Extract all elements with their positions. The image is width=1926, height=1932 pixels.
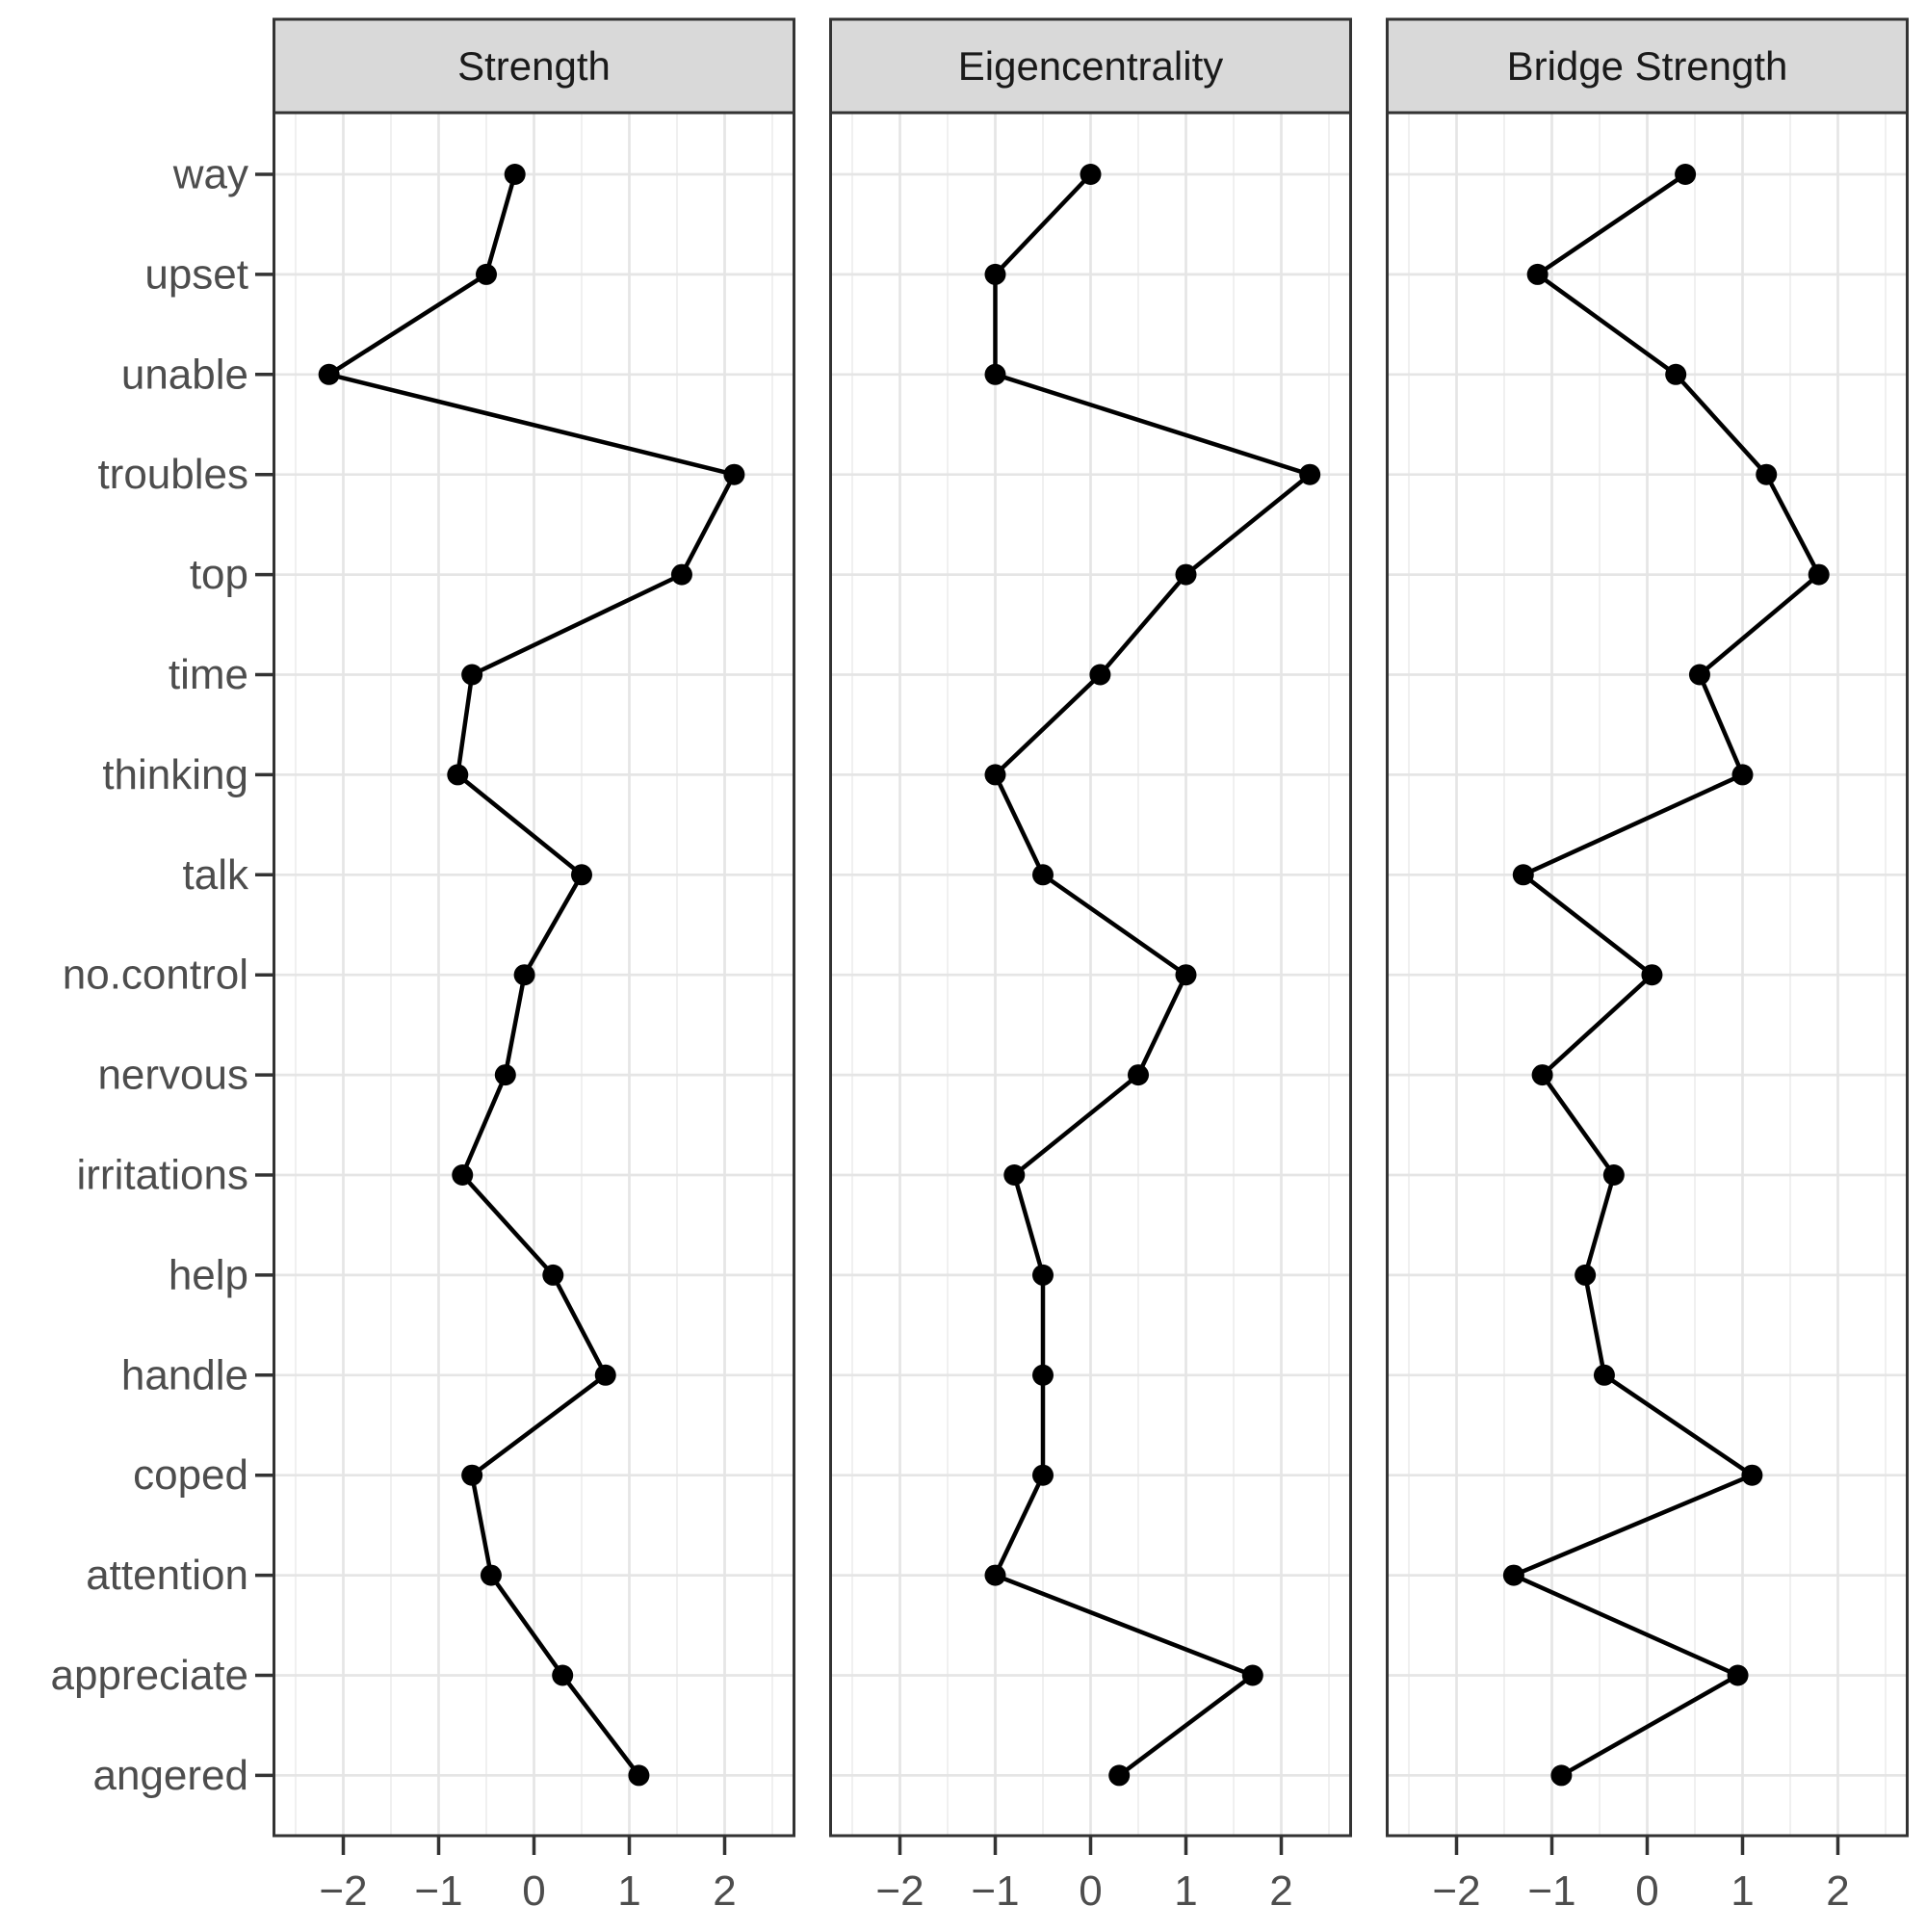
data-point <box>542 1264 564 1286</box>
y-axis-label-unable: unable <box>121 351 248 398</box>
y-axis-label-top: top <box>190 551 248 598</box>
data-point <box>494 1064 516 1086</box>
data-point <box>1641 964 1663 986</box>
data-point <box>1032 864 1054 886</box>
x-tick-label: 1 <box>1174 1867 1197 1915</box>
data-point <box>723 463 745 485</box>
data-point <box>1003 1164 1026 1186</box>
gridlines <box>832 113 1349 1836</box>
y-axis-label-upset: upset <box>144 250 248 298</box>
data-point <box>1128 1064 1149 1086</box>
data-point <box>594 1364 616 1386</box>
y-axis-label-nervous: nervous <box>97 1052 248 1099</box>
data-point <box>447 764 469 786</box>
y-axis-label-talk: talk <box>183 851 249 899</box>
data-point <box>552 1664 574 1686</box>
y-axis-label-coped: coped <box>133 1451 248 1499</box>
data-point <box>1675 164 1697 185</box>
x-tick-label: −1 <box>414 1867 462 1915</box>
data-point <box>1032 1264 1054 1286</box>
x-tick-label: −2 <box>1432 1867 1480 1915</box>
gridlines <box>1389 113 1906 1836</box>
data-point <box>1080 164 1102 185</box>
data-point <box>1531 1064 1553 1086</box>
y-axis: way upset unable troubles top time thinking tal… <box>51 151 273 1799</box>
data-point <box>1175 563 1197 586</box>
x-tick-label: −1 <box>971 1867 1019 1915</box>
data-point <box>1727 1664 1749 1686</box>
data-point <box>1502 1564 1524 1586</box>
y-axis-label-time: time <box>169 651 248 698</box>
y-axis-label-attention: attention <box>86 1552 248 1599</box>
data-point <box>480 1564 502 1586</box>
data-point <box>1241 1664 1263 1686</box>
x-tick-label: 0 <box>1635 1867 1658 1915</box>
data-point <box>461 1464 483 1486</box>
data-point <box>1032 1364 1054 1386</box>
x-tick-label: 2 <box>713 1867 736 1915</box>
data-point <box>984 263 1006 285</box>
x-tick-label: −2 <box>319 1867 367 1915</box>
data-point <box>1175 964 1197 986</box>
y-axis-label-nocontrol: no.control <box>63 952 248 999</box>
data-point <box>1299 463 1321 485</box>
panel-eigencentrality: Eigencentrality −2 −1 0 1 2 <box>829 17 1352 1915</box>
panel-bridge-strength: Bridge Strength −2 −1 0 1 2 <box>1386 17 1909 1915</box>
y-axis-label-way: way <box>172 151 248 198</box>
y-axis-label-troubles: troubles <box>97 451 248 498</box>
data-point <box>1032 1464 1054 1486</box>
data-point <box>504 164 526 185</box>
panel-strength: Strength −2 −1 0 1 2 <box>273 17 795 1915</box>
data-point <box>452 1164 474 1186</box>
facet-header <box>829 17 1352 115</box>
data-point <box>1688 664 1710 686</box>
data-point <box>318 363 340 385</box>
facet-title: Bridge Strength <box>1507 43 1788 89</box>
data-point <box>476 263 497 285</box>
data-point <box>1575 1264 1597 1286</box>
y-axis-label-help: help <box>169 1251 248 1298</box>
data-point <box>513 964 535 986</box>
x-tick-label: 0 <box>1079 1867 1102 1915</box>
data-point <box>1808 563 1830 586</box>
facet-header <box>273 17 795 115</box>
x-tick-label: 1 <box>617 1867 640 1915</box>
data-point <box>1593 1364 1615 1386</box>
y-axis-label-handle: handle <box>121 1351 248 1398</box>
data-point <box>1741 1464 1763 1486</box>
data-point <box>461 664 483 686</box>
data-point <box>984 363 1006 385</box>
data-point <box>1602 1164 1625 1186</box>
x-tick-label: 0 <box>522 1867 545 1915</box>
data-point <box>571 864 592 886</box>
data-point <box>1526 263 1549 285</box>
x-tick-label: −1 <box>1527 1867 1575 1915</box>
data-point <box>628 1764 650 1787</box>
data-point <box>1731 764 1754 786</box>
facet-header <box>1386 17 1909 115</box>
y-axis-label-angered: angered <box>93 1752 248 1799</box>
data-point <box>1089 664 1111 686</box>
y-axis-label-thinking: thinking <box>102 751 248 798</box>
x-tick-label: 1 <box>1731 1867 1754 1915</box>
facet-title: Eigencentrality <box>958 43 1223 89</box>
data-point <box>670 563 692 586</box>
data-point <box>1756 463 1778 485</box>
x-tick-label: 2 <box>1826 1867 1849 1915</box>
data-point <box>1550 1764 1573 1787</box>
data-point <box>984 764 1006 786</box>
data-point <box>984 1564 1006 1586</box>
x-tick-label: −2 <box>875 1867 924 1915</box>
y-axis-label-appreciate: appreciate <box>51 1652 248 1699</box>
facet-title: Strength <box>457 43 611 89</box>
data-point <box>1512 864 1534 886</box>
data-point <box>1665 363 1687 385</box>
data-point <box>1108 1764 1131 1787</box>
x-tick-label: 2 <box>1269 1867 1292 1915</box>
y-axis-label-irritations: irritations <box>77 1152 249 1199</box>
